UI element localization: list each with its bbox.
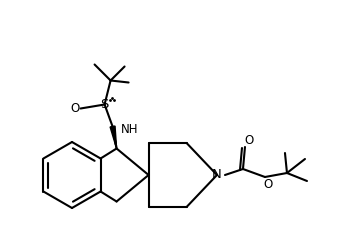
Text: O: O — [245, 135, 253, 147]
Polygon shape — [110, 126, 117, 148]
Text: O: O — [263, 178, 272, 192]
Text: N: N — [212, 169, 222, 181]
Text: NH: NH — [121, 123, 138, 136]
Text: O: O — [70, 102, 79, 115]
Text: S: S — [100, 98, 109, 111]
